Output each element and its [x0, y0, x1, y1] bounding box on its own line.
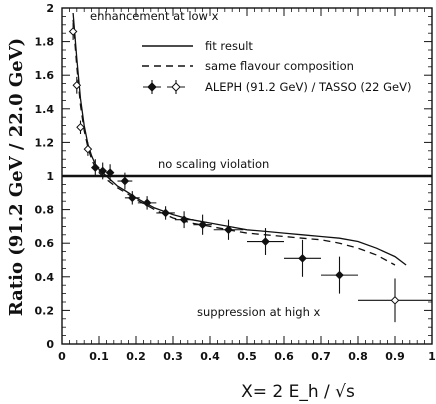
- same-flavour-curve: [72, 19, 396, 266]
- data-point: [83, 142, 93, 156]
- data-point: [90, 159, 100, 176]
- legend: fit result same flavour composition ALEP…: [142, 39, 411, 94]
- filled-diamond-marker: [127, 193, 137, 203]
- axes-layer: 0 0.1 0.2 0.3 0.4 0.5 0.6 0.7 0.8 0.9 1 0 0.2 0.4 0.6 0…: [35, 2, 436, 363]
- filled-diamond-marker: [261, 237, 270, 246]
- y-tick-label: 1.8: [35, 36, 55, 49]
- x-tick-label: 1: [428, 350, 436, 363]
- data-point: [137, 196, 157, 210]
- annotation-suppression: suppression at high x: [197, 305, 321, 319]
- filled-diamond-marker: [298, 254, 307, 263]
- data-point: [213, 219, 244, 240]
- y-tick-label: 1.4: [35, 103, 55, 116]
- legend-data-label: ALEPH (91.2 GeV) / TASSO (22 GeV): [205, 80, 411, 94]
- x-tick-label: 0.3: [163, 350, 183, 363]
- data-point: [358, 278, 432, 323]
- data-point: [124, 191, 140, 205]
- filled-diamond-marker: [179, 215, 189, 224]
- data-point: [193, 214, 212, 235]
- filled-diamond-marker: [105, 168, 115, 177]
- data-points-layer: [68, 23, 432, 323]
- x-tick-label: 0.5: [237, 350, 257, 363]
- x-tick-label: 0.9: [385, 350, 405, 363]
- data-point: [72, 76, 82, 94]
- filled-diamond-marker: [98, 166, 108, 176]
- data-point: [321, 256, 358, 294]
- open-diamond-marker: [68, 27, 78, 36]
- data-point: [247, 228, 284, 255]
- filled-diamond-marker: [335, 270, 344, 280]
- x-tick-label: 0.8: [348, 350, 368, 363]
- open-diamond-marker: [76, 122, 85, 132]
- data-point: [156, 206, 175, 220]
- filled-diamond-marker: [224, 225, 233, 235]
- legend-fit-label: fit result: [205, 39, 253, 53]
- data-point: [117, 172, 133, 190]
- filled-diamond-marker: [90, 163, 100, 172]
- open-diamond-marker: [390, 296, 400, 305]
- x-tick-label: 0.2: [126, 350, 146, 363]
- data-point: [105, 164, 115, 182]
- data-point: [68, 23, 78, 40]
- y-tick-label: 0.2: [35, 304, 55, 317]
- y-tick-label: 1.6: [35, 69, 55, 82]
- annotation-no-scaling: no scaling violation: [158, 157, 269, 171]
- y-tick-label: 0.8: [35, 204, 55, 217]
- x-tick-label: 0: [58, 350, 66, 363]
- y-tick-label: 0.4: [35, 271, 55, 284]
- y-tick-label: 2: [46, 2, 54, 15]
- data-point: [98, 162, 108, 180]
- y-tick-label: 0: [46, 338, 54, 351]
- x-tick-label: 0.7: [311, 350, 331, 363]
- annotation-enhancement: enhancement at low x: [90, 9, 219, 23]
- open-diamond-marker: [83, 144, 93, 154]
- legend-same-flavour-label: same flavour composition: [205, 59, 354, 73]
- data-point: [174, 211, 194, 229]
- filled-diamond-marker: [198, 220, 207, 230]
- filled-diamond-marker: [161, 208, 170, 218]
- data-point: [284, 239, 321, 277]
- data-point: [76, 120, 85, 134]
- x-tick-label: 0.4: [200, 350, 220, 363]
- y-tick-label: 0.6: [35, 237, 55, 250]
- x-tick-label: 0.6: [274, 350, 294, 363]
- x-tick-label: 0.1: [89, 350, 109, 363]
- open-diamond-marker: [72, 80, 82, 90]
- filled-diamond-marker: [142, 198, 152, 208]
- legend-data-marker: [143, 80, 185, 94]
- y-axis-title: Ratio (91.2 GeV / 22.0 GeV): [6, 38, 27, 316]
- y-tick-label: 1.2: [35, 136, 55, 149]
- x-axis-title: X= 2 E_h / √s: [241, 382, 355, 402]
- y-tick-label: 1: [46, 170, 54, 183]
- filled-diamond-marker: [120, 176, 130, 186]
